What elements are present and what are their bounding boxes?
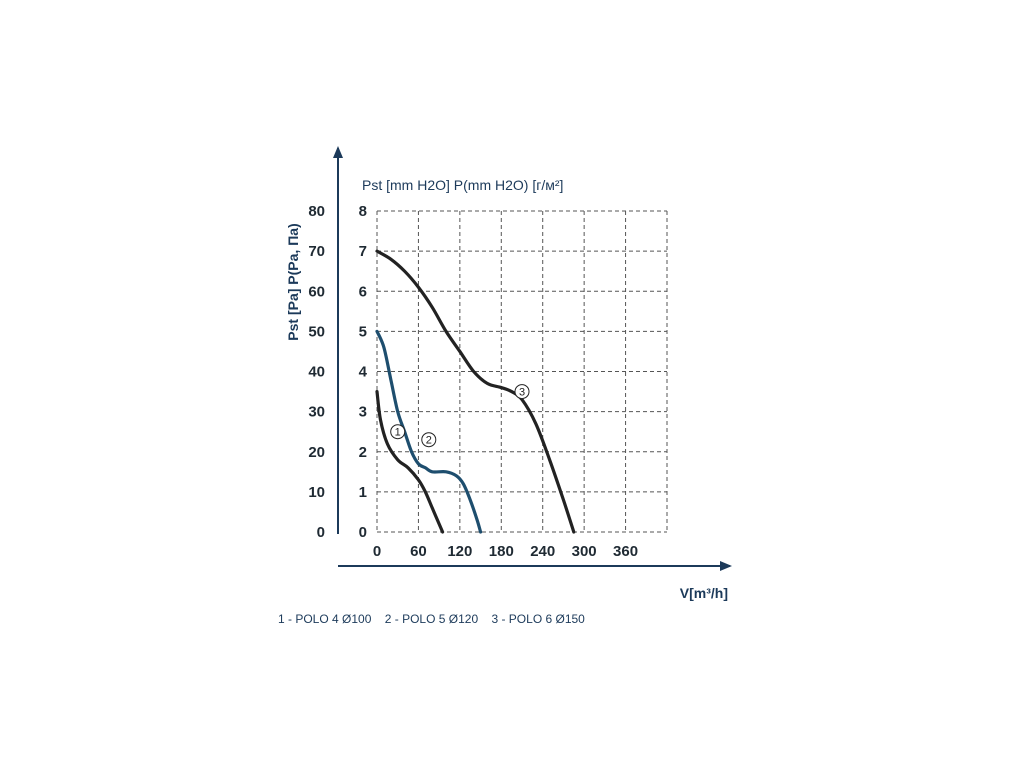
y-tick-label-pa: 30 <box>308 404 325 421</box>
y-tick-label-mm: 1 <box>359 484 367 501</box>
y-tick-label-pa: 40 <box>308 364 325 381</box>
legend-item-1: 1 - POLO 4 Ø100 <box>278 612 372 626</box>
y-tick-label-pa: 80 <box>308 203 325 220</box>
curve-1 <box>375 389 445 534</box>
curve-labels: 1 2 3 <box>390 384 530 448</box>
x-tick-label: 0 <box>373 543 381 560</box>
y-tick-label-mm: 2 <box>359 444 367 461</box>
x-ticks: 0 60 120 180 240 300 360 <box>373 543 638 560</box>
y-tick-label-pa: 0 <box>317 524 325 541</box>
y-tick-label-mm: 5 <box>359 323 367 340</box>
x-tick-label: 240 <box>530 543 555 560</box>
legend: 1 - POLO 4 Ø100 2 - POLO 5 Ø120 3 - POLO… <box>278 612 595 626</box>
x-tick-label: 300 <box>572 543 597 560</box>
y-tick-label-pa: 70 <box>308 243 325 260</box>
x-tick-label: 120 <box>447 543 472 560</box>
y-ticks-pa: 0 10 20 30 40 50 60 70 80 <box>308 203 325 541</box>
y-tick-label-mm: 4 <box>359 364 368 381</box>
x-axis-title: V[m³/h] <box>680 585 728 601</box>
curve-marker-2 <box>421 432 437 448</box>
y-tick-label-pa: 50 <box>308 323 325 340</box>
y-axis-title-right: Pst [mm H2O] P(mm H2O) [г/м²] <box>362 177 563 193</box>
y-tick-label-pa: 20 <box>308 444 325 461</box>
legend-item-3: 3 - POLO 6 Ø150 <box>491 612 585 626</box>
y-tick-label-mm: 7 <box>359 243 367 260</box>
y-ticks-mm: 0 1 2 3 4 5 6 7 8 <box>359 203 368 541</box>
y-tick-label-mm: 6 <box>359 283 367 300</box>
curve-marker-1 <box>390 424 406 440</box>
x-tick-label: 180 <box>489 543 514 560</box>
curve-marker-label-1: 1 <box>395 427 401 439</box>
x-tick-label: 60 <box>410 543 427 560</box>
curves <box>375 249 576 534</box>
y-tick-label-mm: 3 <box>359 404 367 421</box>
curve-2 <box>375 329 483 534</box>
x-tick-label: 360 <box>613 543 638 560</box>
y-tick-label-pa: 60 <box>308 283 325 300</box>
curve-marker-label-3: 3 <box>519 387 525 399</box>
y-axis-title-left: Pst [Pa] P(Pa, Па) <box>285 223 301 340</box>
y-tick-label-mm: 8 <box>359 203 367 220</box>
y-tick-label-pa: 10 <box>308 484 325 501</box>
curve-marker-3 <box>514 384 530 400</box>
curve-3 <box>375 249 576 534</box>
y-tick-label-mm: 0 <box>359 524 367 541</box>
curve-marker-label-2: 2 <box>426 435 432 447</box>
legend-item-2: 2 - POLO 5 Ø120 <box>384 612 479 626</box>
